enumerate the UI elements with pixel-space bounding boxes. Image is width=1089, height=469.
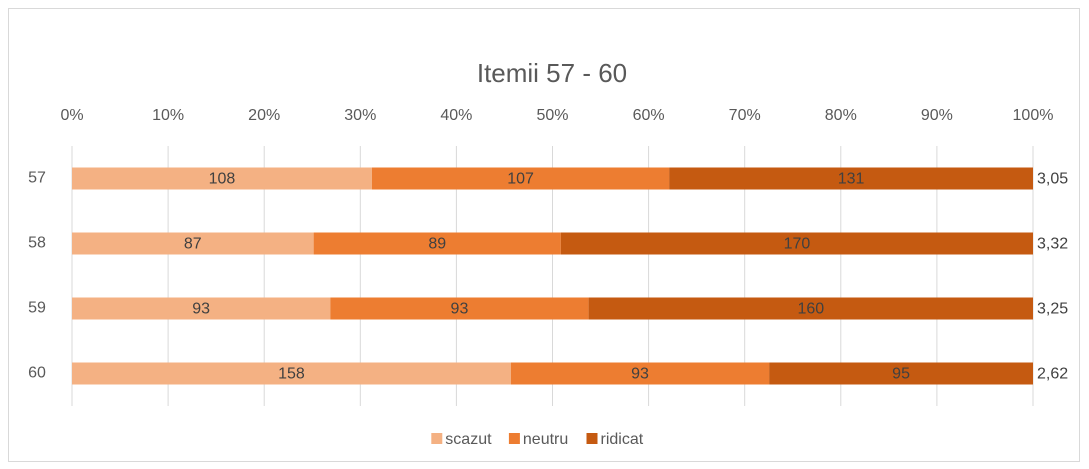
data-label: 107	[507, 171, 534, 188]
row-end-label: 3,25	[1037, 301, 1068, 318]
data-label: 108	[209, 171, 236, 188]
bar-segment	[669, 167, 1033, 190]
legend-swatch	[586, 433, 598, 444]
legend-label: ridicat	[601, 431, 644, 448]
row-end-label: 3,32	[1037, 236, 1068, 253]
x-tick-label: 0%	[60, 107, 83, 124]
x-tick-label: 70%	[729, 107, 761, 124]
x-tick-label: 90%	[921, 107, 953, 124]
data-label: 93	[192, 301, 210, 318]
row-end-label: 3,05	[1037, 171, 1068, 188]
data-label: 158	[278, 366, 305, 383]
data-label: 93	[451, 301, 469, 318]
bar-segment	[330, 297, 589, 320]
x-tick-label: 40%	[440, 107, 472, 124]
y-tick-label: 60	[28, 365, 46, 382]
x-tick-label: 30%	[344, 107, 376, 124]
x-tick-label: 10%	[152, 107, 184, 124]
row-end-label: 2,62	[1037, 366, 1068, 383]
data-label: 87	[184, 236, 202, 253]
bar-segment	[510, 362, 770, 385]
legend-swatch	[431, 433, 443, 444]
x-tick-label: 80%	[825, 107, 857, 124]
bar-segment	[72, 297, 331, 320]
data-label: 95	[892, 366, 910, 383]
data-label: 93	[631, 366, 649, 383]
legend-label: scazut	[445, 431, 492, 448]
x-tick-label: 100%	[1013, 107, 1054, 124]
legend-label: neutru	[523, 431, 568, 448]
data-label: 170	[784, 236, 811, 253]
x-tick-label: 20%	[248, 107, 280, 124]
y-tick-label: 59	[28, 300, 46, 317]
legend-swatch	[508, 433, 520, 444]
bar-segment	[72, 167, 372, 190]
y-tick-label: 57	[28, 170, 46, 187]
bar-segment	[313, 232, 561, 255]
bar-segment	[72, 362, 511, 385]
data-label: 131	[838, 171, 865, 188]
data-label: 160	[797, 301, 824, 318]
x-tick-label: 60%	[633, 107, 665, 124]
bar-segment	[560, 232, 1033, 255]
bar-segment	[72, 232, 314, 255]
bar-segment	[371, 167, 670, 190]
chart-title: Itemii 57 - 60	[477, 58, 627, 88]
y-tick-label: 58	[28, 235, 46, 252]
x-tick-label: 50%	[536, 107, 568, 124]
bar-segment	[588, 297, 1033, 320]
data-label: 89	[428, 236, 446, 253]
bar-segment	[769, 362, 1033, 385]
